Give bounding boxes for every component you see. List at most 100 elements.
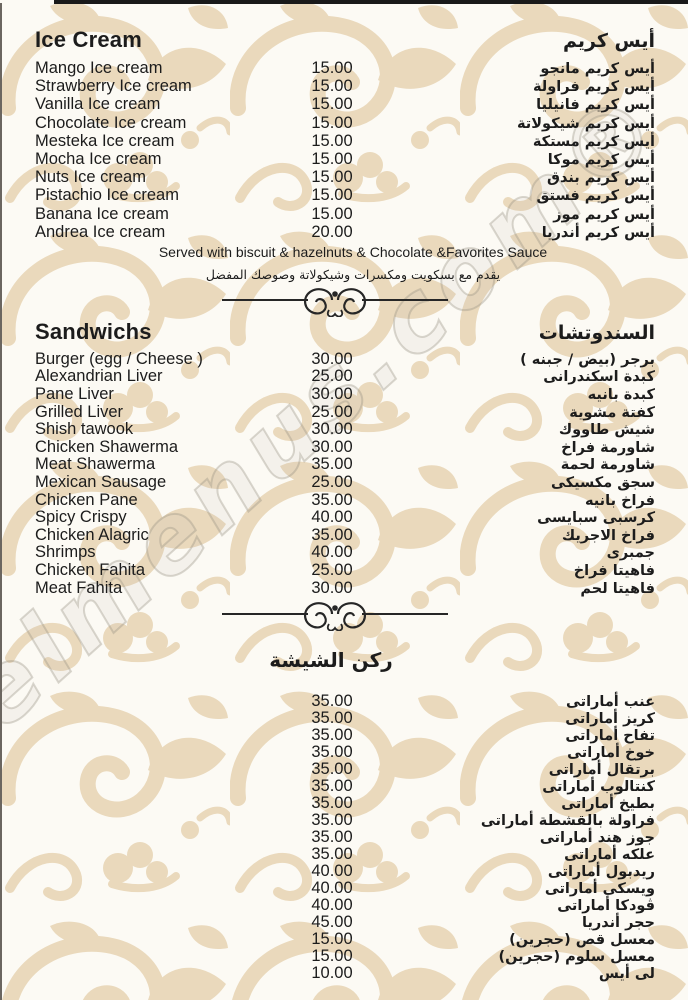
item-name-ar: برجر (بيض / جبنه ) (520, 351, 655, 368)
item-price: 40.00 (311, 508, 353, 527)
item-price: 35.00 (311, 828, 353, 847)
item-name-ar: ڤودكا أماراتى (557, 898, 655, 915)
item-price: 35.00 (311, 811, 353, 830)
item-name-ar: بطيخ أماراتى (561, 796, 655, 813)
item-name-ar: أيس كريم فانيليا (536, 97, 655, 114)
item-price: 25.00 (311, 473, 353, 492)
item-price: 15.00 (311, 186, 353, 205)
item-name-ar: جمبرى (606, 545, 655, 562)
menu-item-row: Nuts Ice cream 15.00 أيس كريم بندق (35, 168, 655, 186)
section-title-ice-cream-ar: أيس كريم (562, 30, 655, 52)
item-price: 15.00 (311, 168, 353, 187)
item-name-en: Alexandrian Liver (35, 367, 163, 386)
item-name-ar: حجر أندريا (582, 915, 655, 932)
item-name-ar: فاهيتا لحم (580, 580, 655, 597)
item-name-ar: كريز أماراتى (565, 711, 655, 728)
item-price: 15.00 (311, 149, 353, 168)
item-name-en: Spicy Crispy (35, 508, 127, 527)
item-name-ar: أيس كريم فراولة (532, 79, 655, 96)
item-price: 35.00 (311, 692, 353, 711)
item-price: 35.00 (311, 777, 353, 796)
serving-note-ar: يقدم مع بسكويت ومكسرات وشيكولاتة وصوصك ا… (205, 266, 501, 282)
item-price: 35.00 (311, 455, 353, 474)
menu-item-row: 10.00 لى أيس (35, 964, 655, 983)
item-name-ar: سجق مكسيكى (550, 475, 655, 492)
item-name-en: Burger (egg / Cheese ) (35, 349, 203, 368)
item-name-en: Chicken Fahita (35, 561, 146, 579)
scan-top-edge (54, 0, 688, 4)
sandwichs-item-list: Burger (egg / Cheese ) 30.00 برجر (بيض /… (35, 349, 655, 598)
item-name-ar: أيس كريم موز (553, 206, 655, 223)
flourish-divider-icon (220, 601, 450, 632)
menu-item-row: Chicken Shawerma 30.00 شاورمة فراخ (35, 437, 655, 457)
menu-item-row: 35.00 عنب أماراتى (35, 692, 655, 711)
item-price: 20.00 (311, 222, 353, 241)
menu-item-row: Chocolate Ice cream 15.00 أيس كريم شيكول… (35, 114, 655, 132)
item-name-ar: أيس كريم فستق (536, 188, 655, 205)
item-name-en: Meat Fahita (35, 578, 123, 597)
item-price: 15.00 (311, 947, 353, 966)
item-price: 40.00 (311, 879, 353, 898)
item-name-en: Shrimps (35, 543, 96, 562)
item-name-en: Chicken Shawerma (35, 437, 179, 456)
section-title-sandwichs-en: Sandwichs (35, 318, 152, 344)
item-price: 30.00 (311, 349, 353, 368)
menu-item-row: Pane Liver 30.00 كبدة بانيه (35, 385, 655, 404)
item-price: 15.00 (311, 77, 353, 96)
item-price: 35.00 (311, 709, 353, 728)
menu-item-row: Mexican Sausage 25.00 سجق مكسيكى (35, 473, 655, 492)
menu-item-row: Shrimps 40.00 جمبرى (35, 544, 655, 562)
item-name-ar: فراخ بانيه (584, 492, 655, 509)
item-name-en: Pane Liver (35, 385, 114, 404)
menu-item-row: 35.00 علكه أماراتى (35, 845, 655, 864)
item-name-ar: أيس كريم موكا (547, 151, 655, 168)
item-name-ar: كنتالوب أماراتى (542, 779, 655, 796)
item-name-ar: كفتة مشوية (569, 404, 655, 421)
item-name-ar: برتقال أماراتى (548, 762, 655, 779)
item-name-en: Mango Ice cream (35, 59, 163, 77)
item-name-ar: كبدة بانيه (587, 387, 655, 404)
shisha-item-list: 35.00 عنب أماراتى 35.00 كريز أماراتى 35.… (35, 692, 655, 983)
item-name-ar: لى أيس (598, 966, 655, 983)
menu-item-row: Spicy Crispy 40.00 كرسبى سبايسى (35, 509, 655, 527)
item-name-en: Andrea Ice cream (35, 222, 166, 241)
item-name-ar: أيس كريم أندريا (541, 224, 655, 241)
menu-item-row: Mesteka Ice cream 15.00 أيس كريم مستكة (35, 132, 655, 150)
section-header-sandwichs: Sandwichs السندوتشات (35, 319, 655, 346)
item-name-ar: عنب أماراتى (565, 694, 655, 711)
section-title-sandwichs-ar: السندوتشات (538, 321, 655, 344)
item-name-en: Pistachio Ice cream (35, 186, 179, 205)
menu-item-row: 40.00 ريدبول أماراتى (35, 862, 655, 881)
menu-item-row: 40.00 ويسكى أماراتى (35, 879, 655, 898)
item-price: 10.00 (311, 964, 353, 983)
item-name-ar: أيس كريم بندق (547, 170, 655, 187)
item-price: 35.00 (311, 845, 353, 864)
menu-item-row: Andrea Ice cream 20.00 أيس كريم أندريا (35, 223, 655, 241)
item-price: 35.00 (311, 743, 353, 762)
item-name-ar: فراخ الاجريك (561, 527, 655, 544)
item-name-en: Vanilla Ice cream (35, 95, 161, 114)
item-price: 30.00 (311, 385, 353, 404)
item-price: 25.00 (311, 561, 353, 579)
item-name-en: Grilled Liver (35, 402, 124, 421)
flourish-divider-icon (220, 287, 450, 317)
item-name-ar: كبدة اسكندرانى (543, 369, 655, 386)
item-price: 15.00 (311, 131, 353, 150)
menu-item-row: Meat Fahita 30.00 فاهيتا لحم (35, 578, 655, 598)
menu-item-row: 35.00 فراولة بالقشطة أماراتى (35, 811, 655, 830)
item-name-ar: خوخ أماراتى (567, 745, 655, 762)
item-name-en: Chicken Pane (35, 490, 138, 509)
item-name-en: Meat Shawerma (35, 455, 156, 474)
item-name-en: Mesteka Ice cream (35, 131, 175, 150)
item-name-ar: جوز هند أماراتى (539, 830, 655, 847)
item-price: 40.00 (311, 862, 353, 881)
item-name-en: Mexican Sausage (35, 473, 167, 492)
item-name-ar: ريدبول أماراتى (547, 864, 655, 881)
serving-note-en: Served with biscuit & hazelnuts & Chocol… (158, 243, 548, 260)
item-name-ar: علكه أماراتى (564, 847, 655, 864)
menu-item-row: Pistachio Ice cream 15.00 أيس كريم فستق (35, 186, 655, 204)
item-price: 30.00 (311, 437, 353, 456)
menu-item-row: Mango Ice cream 15.00 أيس كريم مانجو (35, 59, 655, 77)
